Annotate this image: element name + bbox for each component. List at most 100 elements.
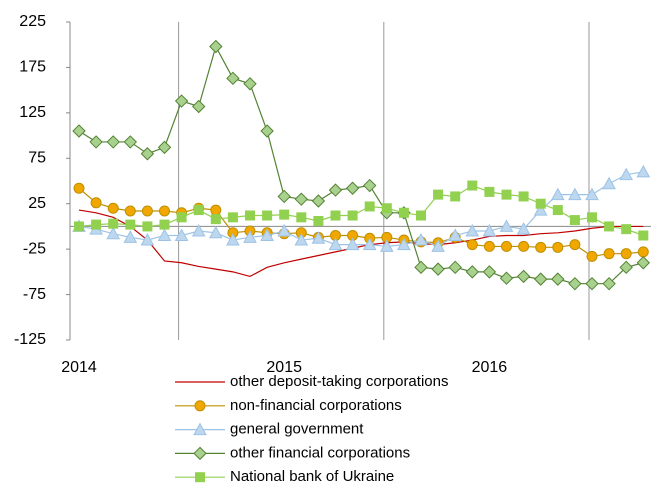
data-point [482, 265, 497, 279]
data-point [483, 240, 495, 252]
series-line [78, 209, 644, 278]
data-point [448, 260, 462, 275]
data-point [551, 272, 565, 286]
data-point [74, 221, 84, 232]
data-point [585, 276, 599, 291]
data-point [362, 178, 377, 193]
series-line [78, 187, 644, 258]
y-tick-label: -75 [23, 286, 46, 303]
legend-label: other financial corporations [230, 444, 410, 461]
data-point [125, 219, 136, 230]
data-point [482, 223, 497, 237]
data-point [106, 226, 121, 240]
data-point [466, 239, 478, 251]
data-point [621, 224, 632, 235]
data-point [141, 205, 153, 217]
y-tick-label: 175 [19, 59, 46, 76]
data-point [328, 237, 343, 251]
data-point [140, 233, 155, 246]
data-point [159, 205, 170, 217]
data-point [568, 276, 582, 291]
data-point [518, 191, 529, 202]
data-point [636, 256, 651, 270]
data-point [518, 240, 530, 252]
data-point [279, 209, 290, 220]
data-point [345, 237, 360, 251]
data-point [431, 239, 445, 252]
data-point [157, 228, 172, 242]
data-point [431, 262, 445, 276]
data-point [619, 167, 634, 181]
data-point [499, 219, 514, 232]
data-point [552, 241, 564, 253]
legend-marker [195, 472, 205, 483]
legend-marker [193, 446, 207, 461]
data-point [362, 237, 377, 251]
data-point [585, 187, 599, 201]
legend-label: general government [230, 421, 364, 438]
data-point [157, 140, 172, 155]
data-point [535, 241, 547, 253]
data-point [604, 221, 615, 232]
data-point [226, 233, 240, 246]
data-point [106, 135, 120, 149]
data-point [465, 265, 480, 279]
data-point [191, 223, 206, 237]
y-tick-label: -125 [14, 331, 46, 348]
data-point [450, 191, 461, 202]
x-tick-label: 2014 [61, 359, 97, 376]
data-point [260, 228, 274, 242]
data-point [501, 189, 512, 200]
data-point [91, 219, 102, 230]
data-point [620, 248, 632, 260]
data-point [294, 233, 309, 246]
data-point [347, 210, 358, 221]
data-point [243, 77, 257, 91]
data-point [210, 214, 221, 225]
data-point [311, 231, 326, 244]
data-point [176, 212, 187, 223]
data-point [484, 186, 495, 197]
series-line [78, 44, 644, 285]
data-point [587, 212, 597, 223]
data-point [345, 181, 360, 195]
data-point [260, 124, 274, 138]
data-point [108, 218, 119, 229]
data-point [124, 205, 136, 217]
data-point [227, 212, 238, 223]
data-point [72, 124, 86, 138]
data-point [516, 269, 531, 284]
data-point [638, 230, 649, 241]
data-point [448, 228, 463, 242]
x-tick-label: 2015 [266, 359, 302, 376]
data-point [73, 182, 85, 194]
data-point [243, 230, 257, 243]
data-point [107, 202, 119, 214]
data-point [414, 233, 428, 246]
data-point [159, 219, 170, 230]
data-point [465, 223, 480, 237]
data-point [328, 183, 343, 197]
y-tick-label: 25 [28, 195, 46, 212]
data-point [568, 187, 582, 201]
data-point [140, 147, 155, 161]
data-point [142, 221, 153, 232]
data-point [245, 210, 255, 221]
data-point [499, 271, 514, 285]
data-point [533, 203, 548, 216]
y-tick-label: 125 [19, 104, 46, 121]
legend-marker [194, 400, 206, 412]
data-point [311, 194, 326, 208]
data-point [569, 239, 581, 251]
data-point [381, 203, 392, 214]
data-point [569, 215, 580, 226]
data-point [619, 260, 633, 275]
data-point [516, 222, 531, 235]
data-point [603, 248, 615, 260]
data-point [414, 260, 428, 275]
data-point [174, 228, 189, 242]
data-point [262, 210, 273, 221]
data-point [89, 135, 103, 149]
data-point [193, 205, 204, 216]
